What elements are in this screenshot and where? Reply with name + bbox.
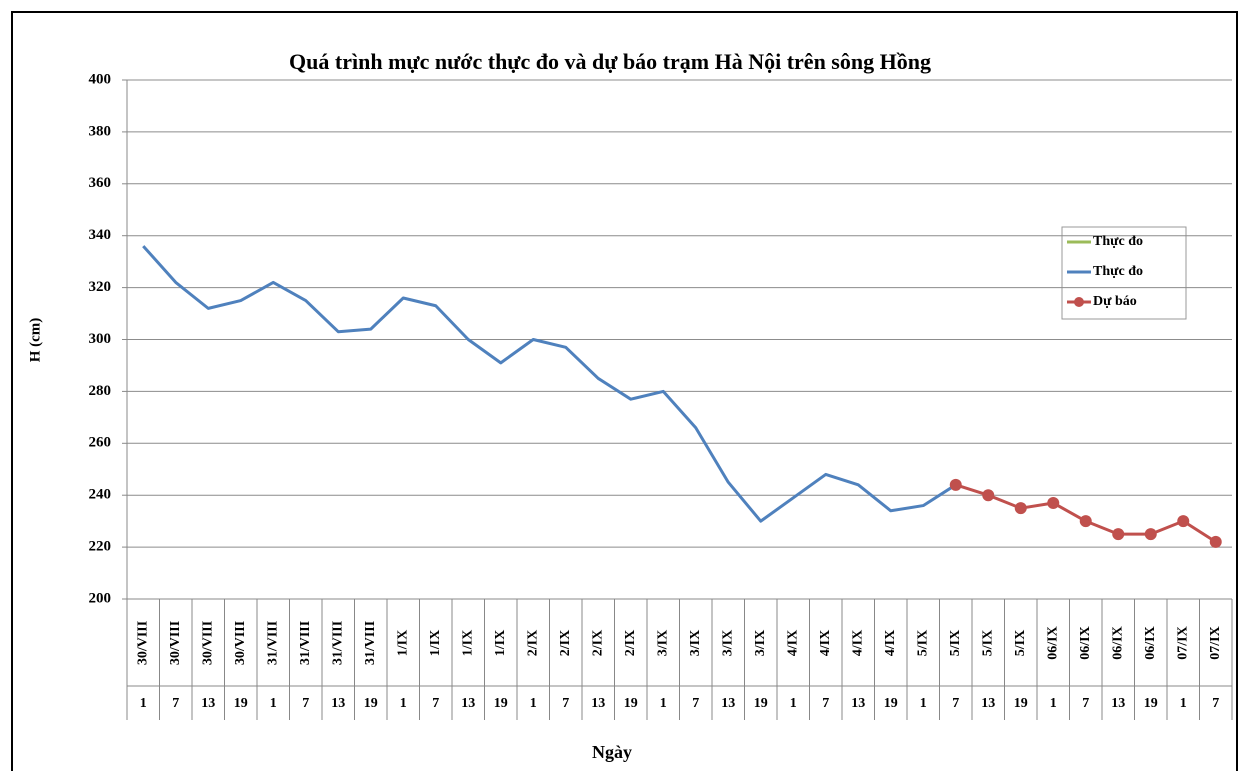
x-tick-label: 31/VIII xyxy=(298,621,313,665)
point xyxy=(949,478,962,491)
x-tick-label: 30/VIII xyxy=(135,621,150,665)
y-tick-label: 200 xyxy=(89,590,112,606)
x-tick-hour: 1 xyxy=(660,696,667,711)
x-tick-hour: 1 xyxy=(1050,696,1057,711)
x-tick-label: 4/IX xyxy=(785,630,800,656)
x-tick-hour: 13 xyxy=(201,696,215,711)
point xyxy=(1209,535,1222,548)
x-tick-hour: 1 xyxy=(790,696,797,711)
x-tick-hour: 13 xyxy=(1111,696,1125,711)
y-tick-label: 280 xyxy=(89,383,112,399)
x-tick-hour: 19 xyxy=(884,696,898,711)
x-tick-label: 06/IX xyxy=(1078,626,1093,659)
legend-label: Thực đo xyxy=(1093,234,1143,249)
x-tick-hour: 13 xyxy=(721,696,735,711)
point xyxy=(1144,528,1157,541)
x-tick-label: 2/IX xyxy=(623,630,638,656)
x-tick-hour: 7 xyxy=(172,696,179,711)
x-tick-label: 3/IX xyxy=(753,630,768,656)
point xyxy=(1079,515,1092,528)
x-tick-hour: 7 xyxy=(562,696,569,711)
x-tick-label: 2/IX xyxy=(558,630,573,656)
x-tick-label: 07/IX xyxy=(1208,626,1223,659)
y-tick-label: 220 xyxy=(89,539,112,555)
y-tick-label: 380 xyxy=(89,123,112,139)
x-tick-hour: 19 xyxy=(754,696,768,711)
point xyxy=(1047,496,1060,509)
x-tick-hour: 19 xyxy=(234,696,248,711)
x-tick-hour: 13 xyxy=(591,696,605,711)
y-tick-label: 300 xyxy=(89,331,112,347)
y-tick-label: 260 xyxy=(89,435,112,451)
x-tick-hour: 19 xyxy=(494,696,508,711)
x-tick-label: 30/VIII xyxy=(168,621,183,665)
x-tick-hour: 7 xyxy=(952,696,959,711)
x-tick-label: 06/IX xyxy=(1143,626,1158,659)
x-tick-label: 1/IX xyxy=(395,630,410,656)
x-tick-hour: 13 xyxy=(981,696,995,711)
x-tick-hour: 1 xyxy=(400,696,407,711)
x-tick-label: 4/IX xyxy=(850,630,865,656)
x-tick-label: 31/VIII xyxy=(265,621,280,665)
legend-label: Dự báo xyxy=(1093,294,1137,309)
x-tick-label: 4/IX xyxy=(818,630,833,656)
x-tick-label: 30/VIII xyxy=(200,621,215,665)
x-tick-hour: 7 xyxy=(1082,696,1089,711)
y-tick-label: 240 xyxy=(89,487,112,503)
x-tick-label: 31/VIII xyxy=(363,621,378,665)
x-tick-label: 06/IX xyxy=(1110,626,1125,659)
x-tick-label: 1/IX xyxy=(460,630,475,656)
legend-marker xyxy=(1074,297,1084,307)
x-tick-hour: 1 xyxy=(140,696,147,711)
point xyxy=(1112,528,1125,541)
x-tick-hour: 19 xyxy=(364,696,378,711)
x-tick-hour: 19 xyxy=(624,696,638,711)
y-tick-label: 400 xyxy=(89,71,112,87)
x-tick-hour: 7 xyxy=(822,696,829,711)
series-line xyxy=(142,245,957,523)
x-tick-hour: 1 xyxy=(1180,696,1187,711)
x-tick-label: 1/IX xyxy=(493,630,508,656)
x-tick-label: 3/IX xyxy=(688,630,703,656)
x-tick-label: 4/IX xyxy=(883,630,898,656)
x-tick-label: 3/IX xyxy=(655,630,670,656)
x-tick-label: 2/IX xyxy=(590,630,605,656)
x-tick-hour: 7 xyxy=(432,696,439,711)
x-tick-hour: 1 xyxy=(270,696,277,711)
x-tick-hour: 19 xyxy=(1014,696,1028,711)
x-tick-hour: 13 xyxy=(461,696,475,711)
x-tick-label: 5/IX xyxy=(948,630,963,656)
legend-label: Thực đo xyxy=(1093,264,1143,279)
x-tick-label: 5/IX xyxy=(1013,630,1028,656)
x-tick-label: 5/IX xyxy=(915,630,930,656)
point xyxy=(1014,502,1027,515)
x-tick-hour: 13 xyxy=(851,696,865,711)
chart-title: Quá trình mực nước thực đo và dự báo trạ… xyxy=(289,49,931,74)
x-tick-label: 5/IX xyxy=(980,630,995,656)
x-tick-label: 3/IX xyxy=(720,630,735,656)
x-tick-label: 1/IX xyxy=(428,630,443,656)
x-tick-hour: 1 xyxy=(530,696,537,711)
x-tick-hour: 7 xyxy=(692,696,699,711)
y-tick-label: 360 xyxy=(89,175,112,191)
x-tick-label: 06/IX xyxy=(1045,626,1060,659)
x-tick-label: 07/IX xyxy=(1175,626,1190,659)
x-tick-hour: 7 xyxy=(302,696,309,711)
y-tick-label: 320 xyxy=(89,279,112,295)
x-tick-hour: 7 xyxy=(1212,696,1219,711)
x-tick-hour: 1 xyxy=(920,696,927,711)
x-tick-label: 30/VIII xyxy=(233,621,248,665)
x-tick-hour: 13 xyxy=(331,696,345,711)
point xyxy=(982,489,995,502)
x-tick-label: 31/VIII xyxy=(330,621,345,665)
x-tick-label: 2/IX xyxy=(525,630,540,656)
x-axis-label: Ngày xyxy=(592,742,632,762)
y-tick-label: 340 xyxy=(89,227,112,243)
point xyxy=(1177,515,1190,528)
x-tick-hour: 19 xyxy=(1144,696,1158,711)
y-axis-label: H (cm) xyxy=(27,318,43,363)
